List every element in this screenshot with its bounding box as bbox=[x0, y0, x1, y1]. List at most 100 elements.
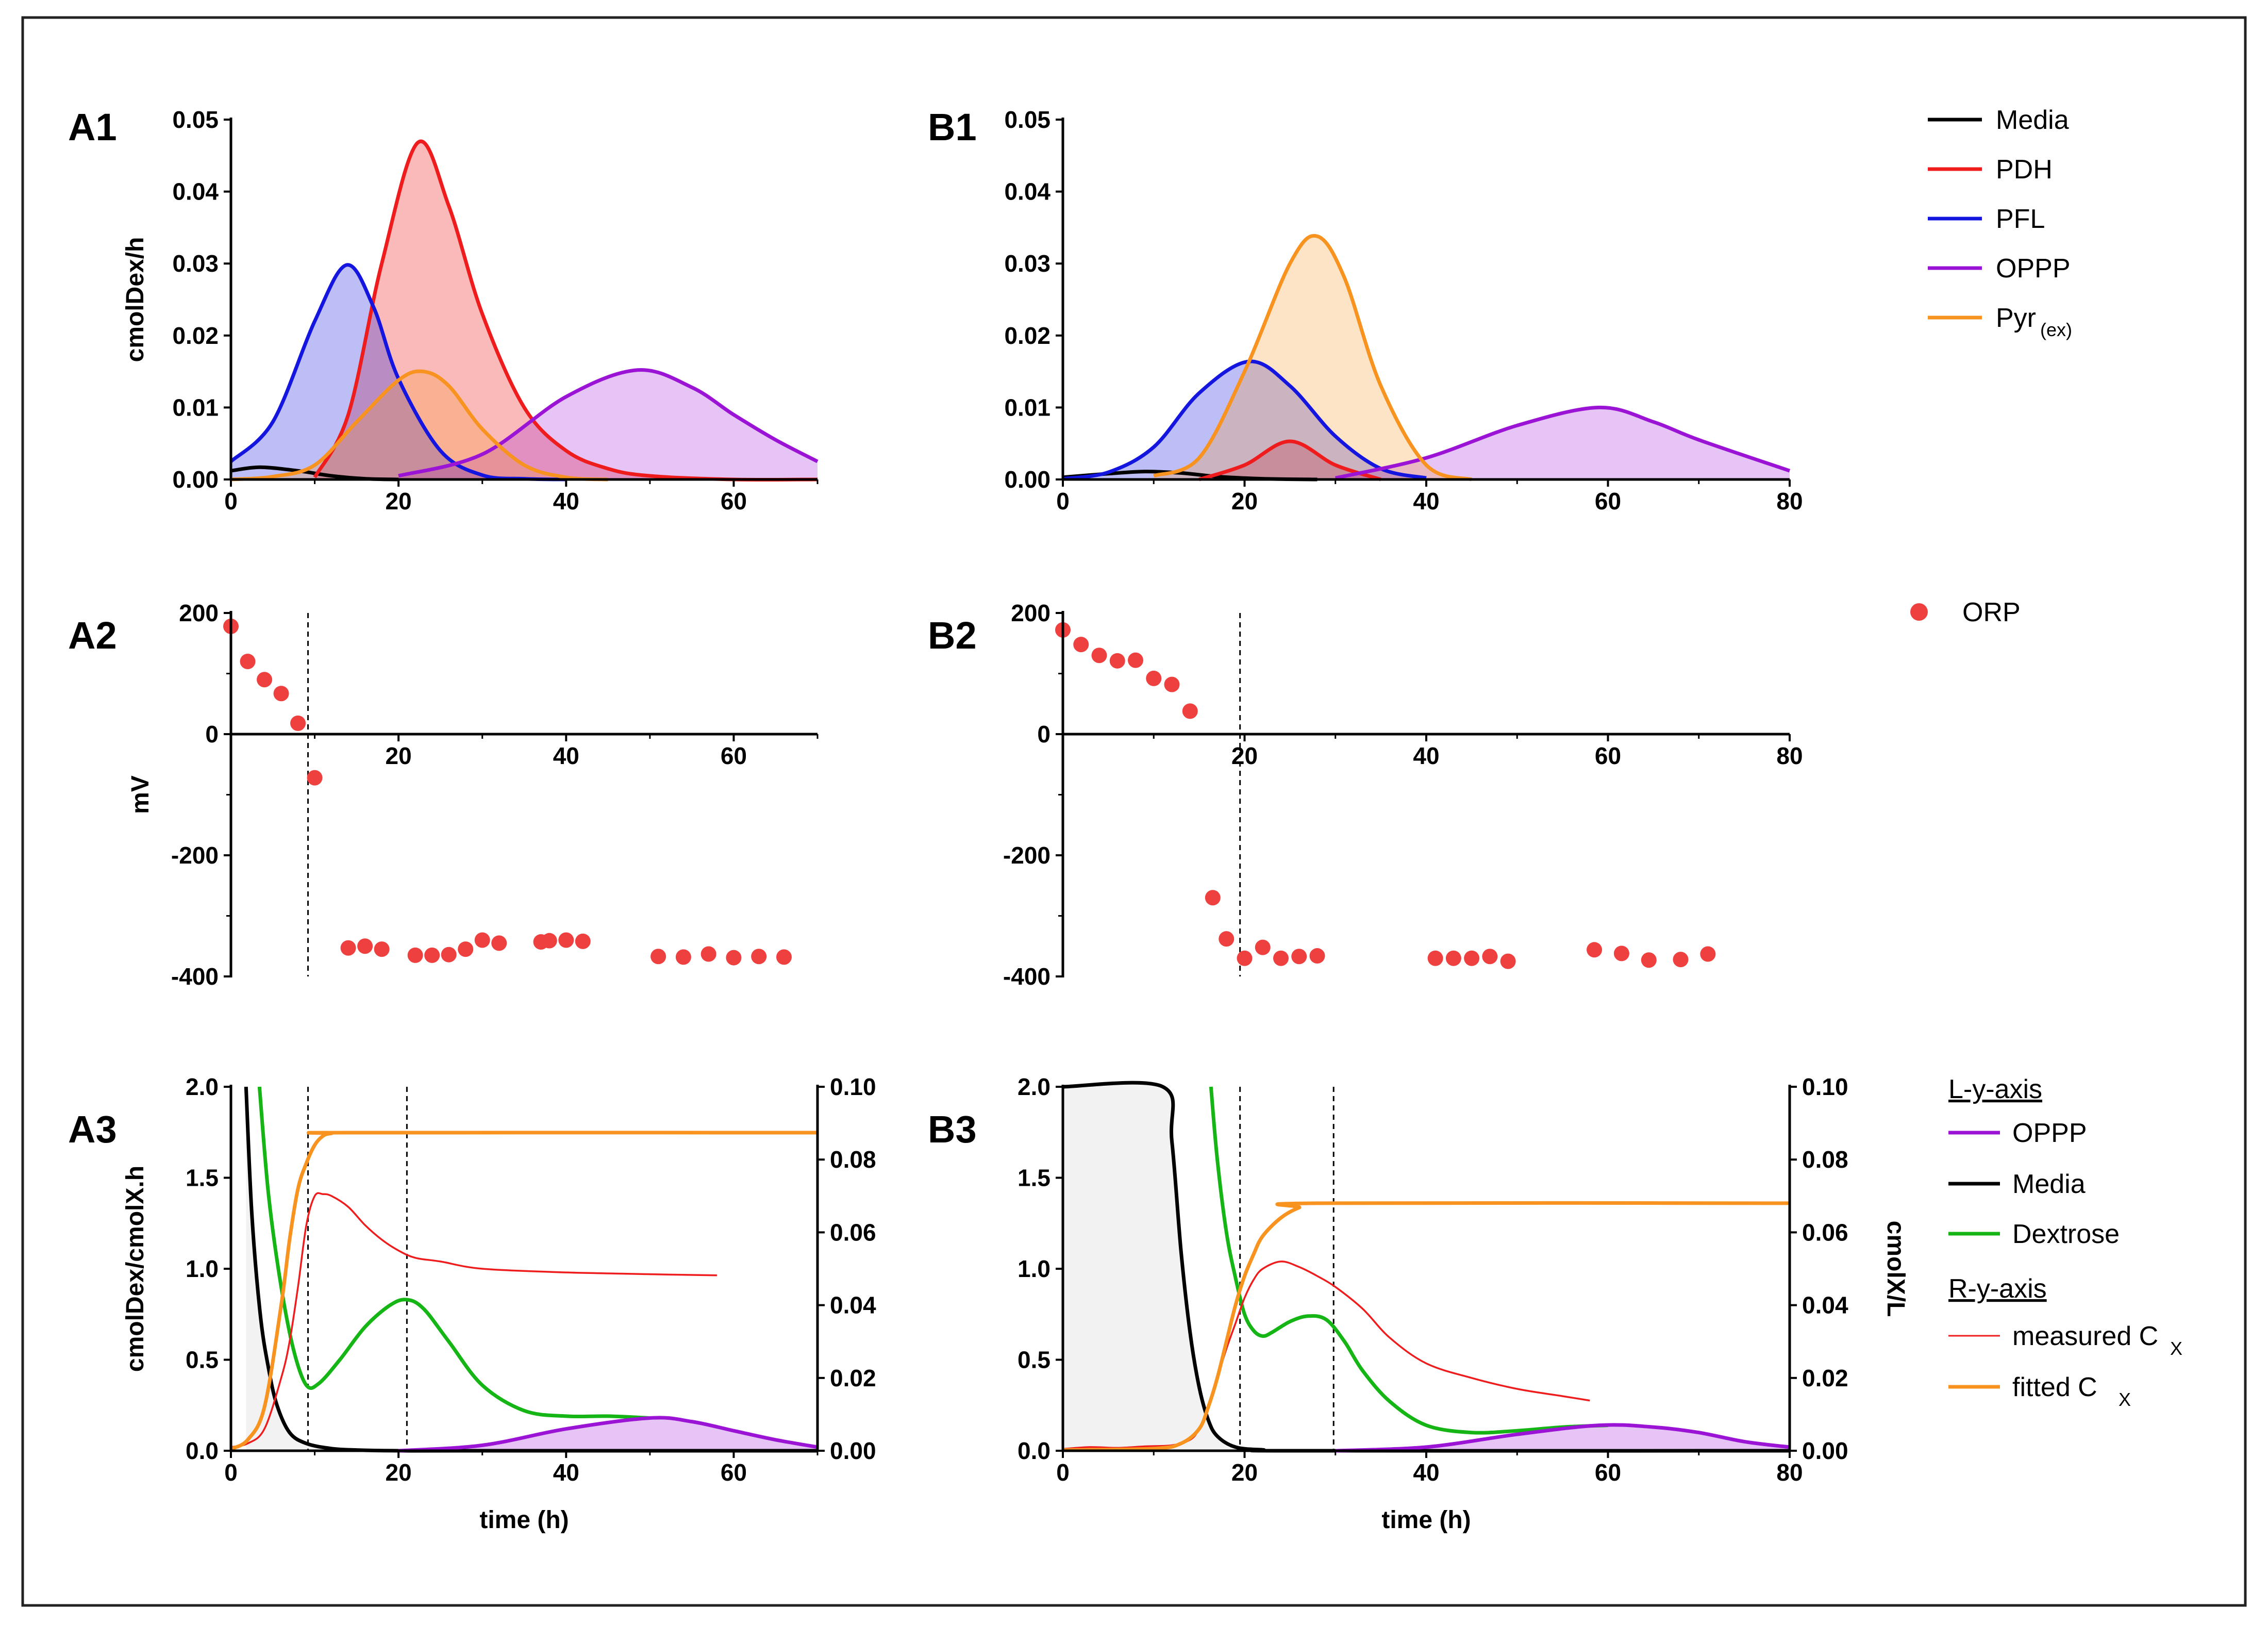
y-tick-label-b2-0: -400 bbox=[1003, 963, 1050, 990]
y-tick-label-a1-3: 0.03 bbox=[172, 250, 219, 277]
y-right-tick-label-b3-0: 0.00 bbox=[1802, 1437, 1848, 1464]
orp-point-b2-4 bbox=[1128, 652, 1143, 668]
orp-point-a2-5 bbox=[307, 770, 323, 786]
y-tick-label-b2-2: 0 bbox=[1037, 721, 1050, 748]
y-tick-label-b3-4: 2.0 bbox=[1018, 1073, 1050, 1100]
x-tick-label-a1-1: 20 bbox=[386, 488, 412, 515]
series-line-fitted-cx-b3 bbox=[1062, 1201, 1790, 1452]
y-tick-label-a1-2: 0.02 bbox=[172, 322, 219, 349]
plot-area-a3 bbox=[230, 1086, 818, 1453]
orp-point-a2-17 bbox=[558, 932, 574, 948]
y-tick-label-a1-0: 0.00 bbox=[172, 466, 219, 493]
chart-b3: 0 20 40 60 80 0.0 0.5 1.0 1.5 2.0 0.00 0.02 0.04 0.06… bbox=[1018, 1073, 1909, 1534]
x-tick-label-a3-1: 20 bbox=[386, 1459, 412, 1486]
x-tick-label-a3-3: 60 bbox=[721, 1459, 747, 1486]
x-tick-label-a3-0: 0 bbox=[224, 1459, 238, 1486]
orp-point-b2-13 bbox=[1291, 949, 1307, 965]
series-line-pdh-b1 bbox=[1198, 439, 1381, 482]
y-right-tick-label-b3-1: 0.02 bbox=[1802, 1365, 1848, 1391]
area-fill-pfl-a1 bbox=[231, 264, 566, 479]
x-tick-label-b1-0: 0 bbox=[1056, 488, 1070, 515]
x-tick-label-b3-3: 60 bbox=[1595, 1459, 1621, 1486]
orp-point-a2-14 bbox=[491, 935, 507, 951]
series-line-fitted-cx-a3 bbox=[230, 1131, 818, 1451]
x-tick-label-b3-4: 80 bbox=[1776, 1459, 1803, 1486]
orp-point-a2-1 bbox=[240, 654, 256, 669]
y-right-tick-label-b3-2: 0.04 bbox=[1802, 1292, 1848, 1319]
y-tick-label-b1-2: 0.02 bbox=[1004, 322, 1050, 349]
orp-point-a2-23 bbox=[751, 949, 767, 965]
y-tick-label-b3-3: 1.5 bbox=[1018, 1165, 1050, 1191]
series-line-oppp-a3 bbox=[398, 1416, 818, 1453]
orp-point-b2-7 bbox=[1182, 703, 1198, 719]
panel-label-a1: A1 bbox=[68, 106, 117, 148]
x-tick-label-b1-3: 60 bbox=[1595, 488, 1621, 515]
y-tick-label-a1-5: 0.05 bbox=[172, 106, 219, 133]
orp-point-a2-20 bbox=[675, 949, 691, 965]
x-tick-label-b3-1: 20 bbox=[1231, 1459, 1258, 1486]
orp-point-b2-21 bbox=[1613, 946, 1629, 961]
x-tick-label-b1-4: 80 bbox=[1776, 488, 1803, 515]
orp-point-b2-2 bbox=[1091, 648, 1107, 664]
y-tick-label-b2-1: -200 bbox=[1003, 842, 1050, 869]
area-fill-oppp-b1 bbox=[1335, 407, 1790, 479]
orp-point-a2-22 bbox=[726, 950, 742, 966]
orp-point-a2-6 bbox=[340, 940, 356, 956]
orp-point-a2-19 bbox=[651, 949, 666, 965]
x-tick-label-a1-3: 60 bbox=[721, 488, 747, 515]
orp-point-a2-2 bbox=[257, 672, 273, 688]
y-right-tick-label-b3-5: 0.10 bbox=[1802, 1073, 1848, 1100]
x-tick-label-b3-0: 0 bbox=[1056, 1459, 1070, 1486]
axes-a3: 0 20 40 60 0.0 0.5 1.0 1.5 2.0 0.00 0.02 0.04 0.06 0.… bbox=[122, 1073, 876, 1534]
panel-label-a3: A3 bbox=[68, 1108, 117, 1151]
orp-point-b2-19 bbox=[1500, 953, 1516, 969]
orp-point-b2-9 bbox=[1219, 931, 1235, 947]
area-fill-pyr-ex-a1 bbox=[231, 371, 608, 479]
x-axis-label-b3: time (h) bbox=[1381, 1506, 1471, 1534]
y-right-tick-label-a3-1: 0.02 bbox=[830, 1365, 876, 1391]
legend-swatch-orp bbox=[1910, 603, 1928, 621]
plot-area-b2 bbox=[1055, 613, 1716, 976]
panel-label-a2: A2 bbox=[68, 614, 117, 657]
legend-label-fitted: fitted C bbox=[2012, 1372, 2097, 1402]
orp-point-a2-24 bbox=[776, 949, 792, 965]
y-tick-label-a3-4: 2.0 bbox=[186, 1073, 219, 1100]
x-tick-label-a1-0: 0 bbox=[224, 488, 238, 515]
orp-point-a2-21 bbox=[701, 946, 716, 962]
y-tick-label-a3-2: 1.0 bbox=[186, 1255, 219, 1282]
x-tick-label-a2-2: 60 bbox=[721, 742, 747, 769]
plot-area-a1 bbox=[229, 139, 819, 482]
area-fill-pdh-b1 bbox=[1199, 441, 1381, 479]
y-tick-label-a2-1: -200 bbox=[171, 842, 219, 869]
legend-bottom: L-y-axis OPPP Media Dextrose R-y-axis me… bbox=[1948, 1074, 2182, 1410]
series-line-pyr-ex-a1 bbox=[230, 369, 608, 482]
chart-b2: 20 40 60 80 -400 -200 0 200 bbox=[1003, 600, 1803, 990]
y-right-tick-label-b3-4: 0.08 bbox=[1802, 1146, 1848, 1173]
area-fill-pyr-ex-b1 bbox=[1154, 236, 1472, 479]
x-tick-label-b1-2: 40 bbox=[1413, 488, 1439, 515]
y-right-tick-label-a3-4: 0.08 bbox=[830, 1146, 876, 1173]
orp-point-a2-18 bbox=[575, 933, 591, 949]
chart-a1: 0 20 40 60 0.00 0.01 0.02 0.03 0.04 0.05 cmolDex/h bbox=[122, 106, 819, 515]
y-tick-label-b1-4: 0.04 bbox=[1004, 178, 1050, 205]
x-tick-label-a2-1: 40 bbox=[553, 742, 579, 769]
plot-area-b3 bbox=[1062, 1081, 1790, 1453]
area-fill-pfl-b1 bbox=[1063, 361, 1426, 479]
chart-a3: 0 20 40 60 0.0 0.5 1.0 1.5 2.0 0.00 0.02 0.04 0.06 0.… bbox=[122, 1073, 876, 1534]
y-tick-label-a3-0: 0.0 bbox=[186, 1437, 219, 1464]
series-line-oppp-b1 bbox=[1335, 405, 1791, 480]
orp-point-a2-13 bbox=[474, 932, 490, 948]
series-line-pyr-ex-b1 bbox=[1153, 234, 1473, 482]
y-right-tick-label-a3-3: 0.06 bbox=[830, 1219, 876, 1246]
orp-point-b2-12 bbox=[1273, 950, 1289, 966]
y-axis-label-a2: mV bbox=[127, 775, 154, 814]
y-tick-label-a2-2: 0 bbox=[205, 721, 219, 748]
y-tick-label-b1-1: 0.01 bbox=[1004, 394, 1050, 421]
panel-label-b3: B3 bbox=[928, 1108, 977, 1151]
y-axis-label-a1: cmolDex/h bbox=[122, 237, 149, 362]
y-tick-label-b1-0: 0.00 bbox=[1004, 466, 1050, 493]
y-axis-label-a3: cmolDex/cmolX.h bbox=[122, 1166, 149, 1372]
legend-label-pdh: PDH bbox=[1996, 155, 2053, 185]
orp-point-a2-7 bbox=[357, 938, 373, 954]
